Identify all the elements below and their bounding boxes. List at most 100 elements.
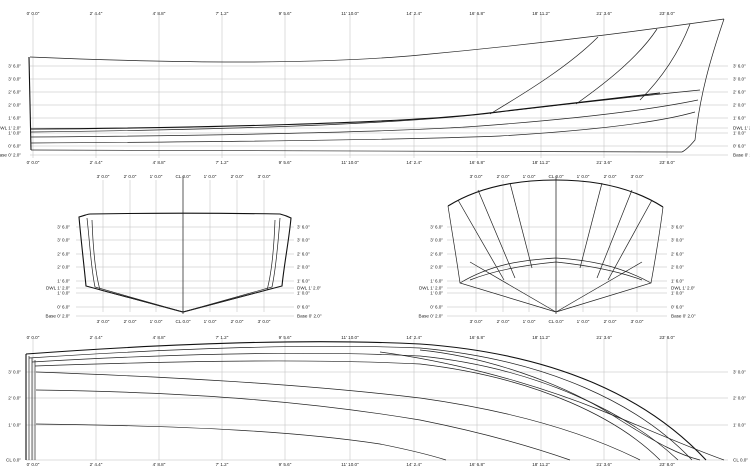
plan-half-breadth-labels-left: 3' 0.0" 2' 0.0" 1' 0.0" CL 0.0" (6, 370, 21, 463)
plan-station-label-top: 16' 6.8" (469, 335, 485, 340)
fwd-diag-3 (509, 182, 533, 269)
profile-station-label-top: 23' 8.0" (659, 11, 675, 16)
aft-buttock-label-top: 3' 0.0" (97, 174, 110, 179)
profile-station-labels-bottom: 0' 0.0" 2' 4.4" 4' 8.8" 7' 1.2" 9' 5.6" 11' 1… (27, 160, 675, 165)
body-plan-aft: 3' 0.0" 2' 0.0" 1' 0.0" CL 0.0" 1' 0.0" 2' 0.… (46, 174, 322, 324)
aft-waterline-label-left: Base 0' 2.0" (46, 314, 71, 319)
fwd-waterline-label-right: 2' 6.0" (671, 252, 684, 257)
fwd-buttock-label-top: 3' 0.0" (470, 174, 483, 179)
fwd-diag-8 (555, 261, 643, 313)
aft-buttock-label-bottom: 1' 0.0" (150, 319, 163, 324)
fwd-diag-6 (607, 199, 653, 281)
diagonal-3 (639, 23, 691, 101)
plan-station-label-bottom: 7' 1.2" (216, 462, 229, 467)
plan-station-label-top: 2' 4.4" (90, 335, 103, 340)
profile-waterline-label-right: Base 0' 2.0" (733, 153, 750, 158)
aft-waterline-label-right: 0' 6.0" (297, 305, 310, 310)
buttock-1 (30, 89, 701, 133)
plan-wl-6 (35, 423, 447, 461)
aft-waterline-label-right: Base 0' 2.0" (297, 314, 322, 319)
profile-station-label-bottom: 4' 8.8" (153, 160, 166, 165)
plan-station-label-top: 7' 1.2" (216, 335, 229, 340)
fwd-buttock-label-bottom: 2' 0.0" (497, 319, 510, 324)
fwd-waterline-label-left: 2' 0.0" (430, 265, 443, 270)
profile-waterline-label-right: 0' 6.0" (733, 144, 746, 149)
profile-waterline-label-left: 1' 6.0" (8, 116, 21, 121)
fwd-buttock-label-top: 1' 0.0" (523, 174, 536, 179)
plan-station-label-bottom: 9' 5.6" (279, 462, 292, 467)
aft-waterline-label-left: 1' 0.0" (57, 291, 70, 296)
aft-body-grid (76, 180, 294, 317)
profile-waterline-label-right: 2' 6.0" (733, 90, 746, 95)
fwd-waterline-label-right: 1' 0.0" (671, 291, 684, 296)
plan-wl-4 (35, 371, 641, 461)
plan-station-labels-top: 0' 0.0" 2' 4.4" 4' 8.8" 7' 1.2" 9' 5.6" 11' 1… (27, 335, 675, 340)
fwd-diag-5 (596, 189, 633, 279)
aft-waterline-label-left: 3' 0.0" (57, 238, 70, 243)
aft-waterline-label-right: 3' 0.0" (297, 238, 310, 243)
aft-buttock-label-bottom: 1' 0.0" (204, 319, 217, 324)
profile-view: 0' 0.0" 2' 4.4" 4' 8.8" 7' 1.2" 9' 5.6" 11' 1… (0, 11, 750, 165)
aft-buttock-label-top: 2' 0.0" (124, 174, 137, 179)
forward-waterline-labels-left: 3' 6.0" 3' 0.0" 2' 6.0" 2' 0.0" 1' 6.0" DWL 1… (419, 225, 444, 319)
profile-waterline-label-right: 2' 0.0" (733, 103, 746, 108)
fwd-waterline-label-left: 0' 6.0" (430, 305, 443, 310)
plan-half-breadth-labels-right: 3' 0.0" 2' 0.0" 1' 0.0" CL 0.0" (733, 370, 748, 463)
profile-hull-lines (28, 18, 725, 153)
aft-waterline-label-left: 1' 6.0" (57, 279, 70, 284)
fwd-buttock-label-bottom: 1' 0.0" (577, 319, 590, 324)
plan-view: 0' 0.0" 2' 4.4" 4' 8.8" 7' 1.2" 9' 5.6" 11' 1… (6, 335, 748, 467)
plan-wl-5 (35, 389, 571, 461)
profile-station-labels-top: 0' 0.0" 2' 4.4" 4' 8.8" 7' 1.2" 9' 5.6" 11' 1… (27, 11, 675, 16)
fwd-waterline-label-left: 2' 6.0" (430, 252, 443, 257)
aft-waterline-label-left: 2' 6.0" (57, 252, 70, 257)
plan-half-breadth-label-right: 1' 0.0" (733, 423, 746, 428)
fwd-waterline-label-right: 0' 6.0" (671, 305, 684, 310)
fwd-waterline-label-right: 3' 6.0" (671, 225, 684, 230)
profile-waterline-label-left: 3' 0.0" (8, 77, 21, 82)
fwd-waterline-label-right: Base 0' 2.0" (671, 314, 696, 319)
diagonal-1 (489, 36, 599, 115)
plan-diag-2 (419, 349, 701, 461)
rabbet-line (30, 149, 683, 153)
fwd-buttock-label-top: 1' 0.0" (577, 174, 590, 179)
forward-waterline-labels-right: 3' 6.0" 3' 0.0" 2' 6.0" 2' 0.0" 1' 6.0" DWL 1… (671, 225, 696, 319)
plan-station-label-bottom: 2' 4.4" (90, 462, 103, 467)
plan-half-breadth-label-left: 2' 0.0" (8, 396, 21, 401)
fwd-waterline-label-right: DWL 1' 2.0" (671, 286, 695, 291)
plan-wl-2 (31, 352, 679, 461)
aft-buttock-labels-bottom: 3' 0.0" 2' 0.0" 1' 0.0" CL 0.0" 1' 0.0" 2' 0.… (97, 319, 271, 324)
profile-waterline-label-right: 3' 0.0" (733, 77, 746, 82)
fwd-diag-2 (477, 189, 516, 279)
buttock-4 (30, 111, 696, 144)
fwd-buttock-label-bottom: 3' 0.0" (470, 319, 483, 324)
aft-buttock-labels-top: 3' 0.0" 2' 0.0" 1' 0.0" CL 0.0" 1' 0.0" 2' 0.… (97, 174, 271, 179)
aft-waterline-label-right: 2' 6.0" (297, 252, 310, 257)
profile-station-label-top: 7' 1.2" (216, 11, 229, 16)
profile-station-label-top: 2' 4.4" (90, 11, 103, 16)
plan-station-label-top: 14' 2.4" (406, 335, 422, 340)
plan-station-label-bottom: 23' 8.0" (659, 462, 675, 467)
profile-station-label-bottom: 16' 6.8" (469, 160, 485, 165)
fwd-waterline-label-left: DWL 1' 2.0" (419, 286, 443, 291)
fwd-waterline-label-left: Base 0' 2.0" (419, 314, 444, 319)
aft-buttock-label-bottom: 2' 0.0" (231, 319, 244, 324)
plan-grid (26, 339, 728, 461)
transom-line (28, 56, 32, 151)
aft-waterline-label-left: 3' 6.0" (57, 225, 70, 230)
profile-waterline-label-left: 2' 6.0" (8, 90, 21, 95)
fwd-buttock-label-top: 2' 0.0" (604, 174, 617, 179)
fwd-buttock-label-bottom: CL 0.0" (549, 319, 564, 324)
aft-buttock-label-top: 1' 0.0" (204, 174, 217, 179)
aft-waterline-labels-left: 3' 6.0" 3' 0.0" 2' 6.0" 2' 0.0" 1' 6.0" DWL 1… (46, 225, 71, 319)
plan-station-labels-bottom: 0' 0.0" 2' 4.4" 4' 8.8" 7' 1.2" 9' 5.6" 11' 1… (27, 462, 675, 467)
body-plan-forward: 3' 0.0" 2' 0.0" 1' 0.0" CL 0.0" 1' 0.0" 2' 0.… (419, 174, 696, 324)
plan-station-label-top: 9' 5.6" (279, 335, 292, 340)
aft-buttock-label-bottom: 3' 0.0" (258, 319, 271, 324)
aft-waterline-label-right: 2' 0.0" (297, 265, 310, 270)
aft-waterline-label-left: 0' 6.0" (57, 305, 70, 310)
forward-buttock-labels-bottom: 3' 0.0" 2' 0.0" 1' 0.0" CL 0.0" 1' 0.0" 2' 0.… (470, 319, 644, 324)
aft-buttock-label-top: 2' 0.0" (231, 174, 244, 179)
fwd-diag-1 (457, 199, 505, 281)
